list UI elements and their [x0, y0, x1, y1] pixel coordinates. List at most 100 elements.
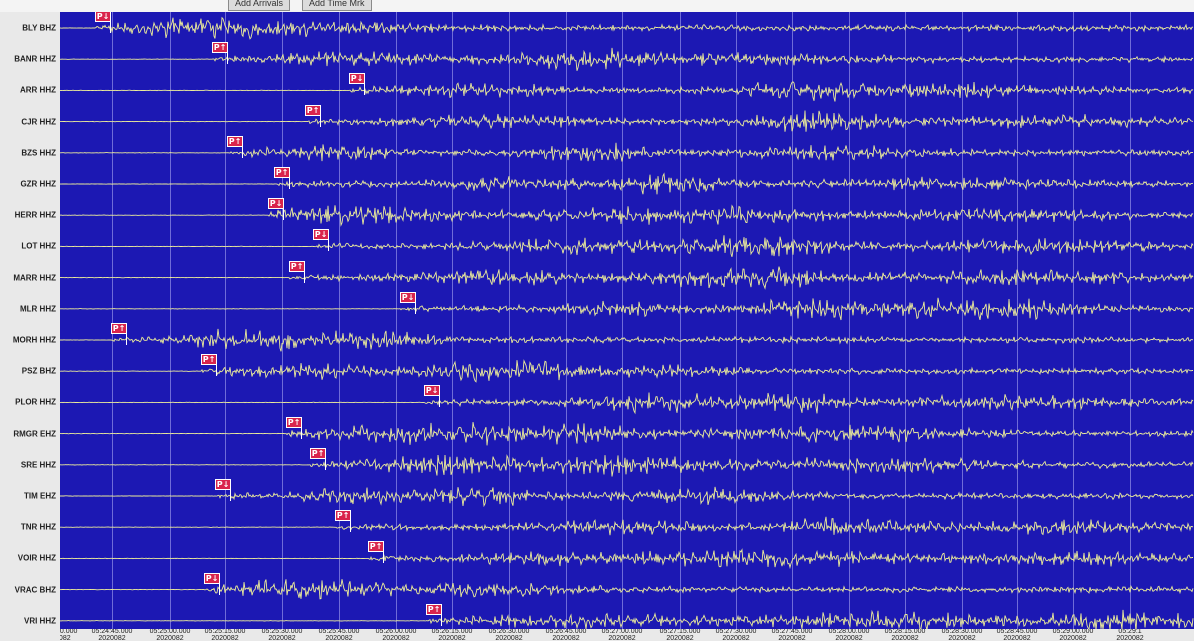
time-tick-label: 05:28:45.000 2020082 [997, 629, 1038, 641]
p-arrival-pick[interactable]: P↓ [349, 73, 365, 85]
waveform-trace[interactable] [60, 579, 1194, 600]
waveform-trace[interactable] [60, 266, 1194, 290]
station-label[interactable]: PLOR HHZ [15, 397, 56, 407]
waveform-trace[interactable] [60, 359, 1193, 383]
station-label[interactable]: SRE HHZ [20, 460, 56, 470]
waveform-trace[interactable] [60, 204, 1194, 227]
p-arrival-pick[interactable]: P↑ [426, 603, 442, 615]
time-tick-label: 05:25:45.000 2020082 [319, 629, 360, 641]
station-label[interactable]: VOIR HHZ [17, 553, 56, 563]
pick-line [301, 422, 302, 439]
station-label[interactable]: TIM EHZ [24, 491, 56, 501]
add-time-mark-button[interactable]: Add Time Mrk [302, 0, 372, 11]
pick-line [289, 173, 290, 189]
p-arrival-pick[interactable]: P↑ [289, 260, 305, 272]
pick-line [304, 266, 305, 283]
station-label[interactable]: VRAC BHZ [14, 585, 56, 595]
tick-time: 05:26:30.000 [488, 629, 530, 635]
p-arrival-pick[interactable]: P↑ [310, 447, 326, 459]
pick-line [415, 297, 416, 314]
waveform-trace[interactable] [60, 328, 1194, 352]
tick-date: 2020082 [495, 635, 523, 641]
p-arrival-pick[interactable]: P↓ [424, 385, 440, 397]
p-arrival-pick[interactable]: P↑ [212, 42, 228, 54]
p-arrival-pick[interactable]: P↓ [95, 12, 111, 22]
tick-time: 05:24:45.000 [91, 629, 133, 635]
time-axis: 05:24:30.000202008205:24:45.000202008205… [60, 629, 1194, 641]
waveform-trace[interactable] [60, 516, 1194, 536]
p-arrival-pick[interactable]: P↑ [111, 323, 127, 334]
station-label[interactable]: BLY BHZ [22, 23, 56, 33]
pick-line [328, 235, 329, 252]
waveform-trace[interactable] [60, 609, 1194, 629]
p-arrival-pick[interactable]: P↑ [286, 416, 302, 428]
time-tick-label: 05:27:45.000 2020082 [772, 629, 813, 641]
station-label[interactable]: BANR HHZ [14, 54, 56, 64]
station-label[interactable]: VRI HHZ [24, 616, 56, 626]
waveform-trace[interactable] [60, 235, 1194, 257]
waveform-trace[interactable] [60, 142, 1194, 162]
time-tick-label: 05:28:00.000 2020082 [829, 629, 870, 641]
station-label[interactable]: TNR HHZ [20, 522, 56, 532]
pick-line [230, 485, 231, 501]
waveform-trace[interactable] [60, 454, 1194, 477]
station-label[interactable]: BZS HHZ [21, 148, 56, 158]
tick-time: 05:26:15.000 [431, 629, 473, 635]
pick-line [350, 516, 351, 533]
time-tick-label: 05:25:15.000 2020082 [205, 629, 246, 641]
p-arrival-pick[interactable]: P↓ [268, 198, 284, 210]
pick-line [320, 110, 321, 127]
tick-date: 2020082 [666, 635, 694, 641]
station-label[interactable]: GZR HHZ [20, 179, 56, 189]
waveform-trace[interactable] [60, 110, 1194, 132]
p-arrival-pick[interactable]: P↓ [215, 479, 231, 490]
station-label[interactable]: RMGR EHZ [13, 429, 56, 439]
tick-date: 2020082 [1059, 635, 1087, 641]
p-arrival-pick[interactable]: P↓ [204, 572, 220, 584]
p-arrival-pick[interactable]: P↓ [313, 229, 329, 241]
waveform-trace[interactable] [60, 16, 1193, 40]
tick-time: 05:29:1 [1118, 629, 1142, 635]
seismogram-panel[interactable]: P↓ P↑ P↓ P↑ P↑ P↑ P↓ P↓ P↑ P↓ P↑ P↑ P↓ P↑ P↑ P↓ P↑ P↑ P↓ P↑ [60, 12, 1194, 629]
waveform-trace[interactable] [60, 47, 1194, 71]
waveform-trace[interactable] [60, 548, 1193, 570]
p-arrival-pick[interactable]: P↑ [305, 104, 321, 116]
tick-time: 05:24:30.000 [60, 629, 78, 635]
p-arrival-pick[interactable]: P↑ [274, 167, 290, 178]
p-arrival-pick[interactable]: P↑ [227, 135, 243, 147]
tick-date: 2020082 [382, 635, 410, 641]
time-tick-label: 05:26:45.000 2020082 [546, 629, 587, 641]
p-arrival-pick[interactable]: P↑ [335, 510, 351, 522]
time-tick-label: 05:27:15.000 2020082 [660, 629, 701, 641]
station-label[interactable]: CJR HHZ [21, 117, 56, 127]
tick-time: 05:27:30.000 [715, 629, 757, 635]
waveform-trace[interactable] [60, 486, 1194, 508]
waveform-trace[interactable] [60, 392, 1194, 415]
station-label[interactable]: LOT HHZ [21, 241, 56, 251]
waveform-trace[interactable] [60, 172, 1194, 195]
p-arrival-pick[interactable]: P↓ [400, 291, 416, 303]
station-label[interactable]: MORH HHZ [12, 335, 56, 345]
tick-date: 2020082 [835, 635, 863, 641]
p-arrival-pick[interactable]: P↑ [201, 354, 217, 366]
pick-line [383, 547, 384, 564]
tick-date: 2020082 [1003, 635, 1031, 641]
waveform-trace[interactable] [60, 297, 1194, 321]
station-label[interactable]: MLR HHZ [20, 304, 56, 314]
tick-time: 05:28:45.000 [996, 629, 1038, 635]
pick-line [110, 17, 111, 33]
station-label[interactable]: PSZ BHZ [21, 366, 56, 376]
tick-date: 2020082 [438, 635, 466, 641]
pick-line [219, 578, 220, 595]
add-arrivals-button[interactable]: Add Arrivals [228, 0, 291, 11]
station-label[interactable]: ARR HHZ [20, 85, 56, 95]
station-label[interactable]: HERR HHZ [14, 210, 56, 220]
time-tick-label: 05:28:15.000 2020082 [885, 629, 926, 641]
tick-time: 05:25:00.000 [149, 629, 191, 635]
waveform-trace[interactable] [60, 422, 1194, 446]
p-arrival-pick[interactable]: P↑ [368, 541, 384, 553]
waveform-trace[interactable] [60, 81, 1194, 102]
station-label[interactable]: MARR HHZ [13, 273, 56, 283]
time-tick-label: 05:29:00.000 2020082 [1053, 629, 1094, 641]
tick-time: 05:27:45.000 [771, 629, 813, 635]
